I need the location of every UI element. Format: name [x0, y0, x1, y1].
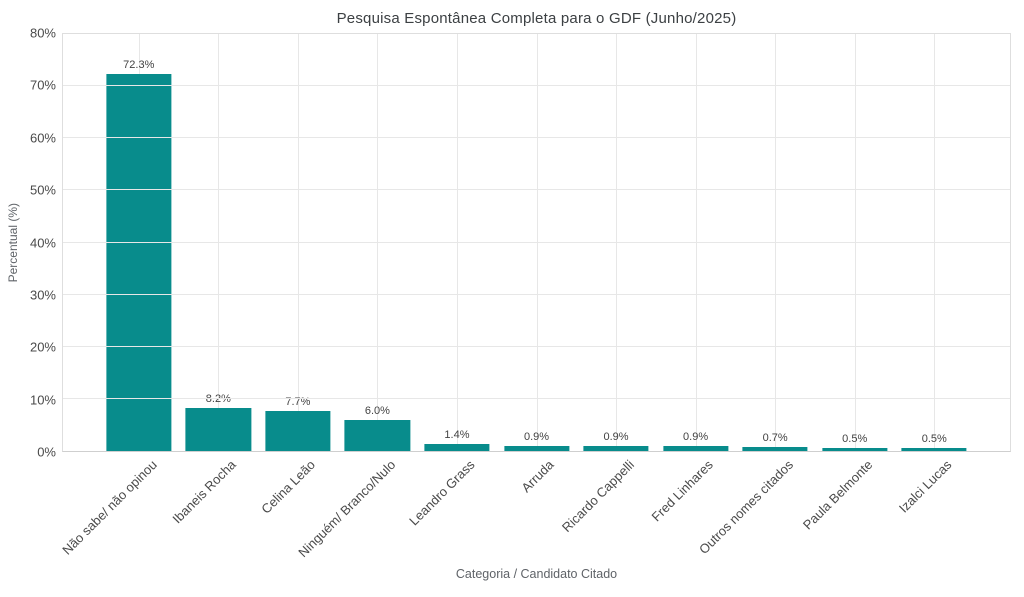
x-tick-label: Ibaneis Rocha: [169, 457, 239, 527]
bar: [265, 410, 331, 451]
bar: [742, 447, 808, 451]
gridline-vertical: [616, 34, 618, 451]
bar: [662, 446, 729, 451]
x-axis-title: Categoria / Candidato Citado: [455, 567, 618, 581]
bar-value-label: 0.9%: [523, 431, 550, 444]
gridline-vertical: [536, 34, 538, 451]
y-tick-label: 20%: [29, 339, 56, 355]
bar: [185, 408, 251, 451]
x-tick-label: Fred Linhares: [648, 457, 717, 525]
bar: [583, 446, 649, 451]
category-slot: 0.7% Outros nomes citados: [696, 34, 815, 557]
bar: [424, 443, 490, 451]
gridline-vertical: [775, 34, 777, 451]
category-slot: 72.3% Não sabe/ não opinou: [59, 34, 179, 558]
category-slot: 1.4% Leandro Grass: [406, 34, 497, 528]
gridline-horizontal: [63, 189, 1010, 191]
bar: [901, 448, 967, 451]
gridline-horizontal: [63, 85, 1010, 87]
y-tick-label: 50%: [29, 182, 56, 198]
gridline-vertical: [934, 34, 936, 451]
x-tick-label: Paula Belmonte: [799, 457, 876, 533]
x-tick-label: Ricardo Cappelli: [558, 457, 637, 536]
category-slot: 6.0% Ninguém/ Branco/Nulo: [295, 34, 418, 560]
bar-value-label: 6.0%: [364, 404, 390, 417]
x-tick-label: Não sabe/ não opinou: [58, 457, 160, 558]
gridline-horizontal: [63, 345, 1010, 347]
bar: [503, 446, 570, 451]
y-tick-label: 40%: [29, 235, 56, 250]
category-slot: 0.9% Arruda: [497, 34, 577, 495]
x-tick-label: Leandro Grass: [406, 457, 478, 529]
bar: [344, 419, 411, 451]
gridline-horizontal: [63, 241, 1010, 243]
gridline-horizontal: [63, 397, 1010, 399]
gridline-vertical: [218, 34, 220, 451]
bar: [106, 74, 172, 451]
category-slot: 0.9% Fred Linhares: [649, 34, 736, 524]
plot-area: 72.3% Não sabe/ não opinou 8.2% Ibaneis Roc…: [59, 33, 1011, 560]
gridline-vertical: [297, 34, 299, 451]
bar-value-label: 1.4%: [444, 428, 470, 441]
gridline-vertical: [456, 34, 458, 451]
chart-title: Pesquisa Espontânea Completa para o GDF …: [336, 10, 737, 27]
category-slot: 7.7% Celina Leão: [258, 34, 338, 517]
bar-value-label: 0.9%: [603, 431, 629, 444]
bar: [822, 448, 888, 451]
category-slot: 0.9% Ricardo Cappelli: [559, 34, 656, 535]
gridline-horizontal: [63, 293, 1010, 295]
bar-value-label: 7.7%: [285, 395, 311, 408]
x-tick-label: Izalci Lucas: [896, 457, 955, 516]
bar-value-label: 0.7%: [762, 432, 788, 445]
bar-value-label: 0.5%: [842, 433, 868, 446]
y-tick-label: 10%: [29, 392, 56, 408]
category-slot: 0.5% Izalci Lucas: [894, 34, 974, 516]
y-tick-label: 0%: [37, 444, 56, 460]
category-slot: 0.5% Paula Belmonte: [800, 34, 895, 533]
gridline-vertical: [695, 34, 697, 451]
y-tick-label: 80%: [29, 25, 56, 41]
x-tick-label: Arruda: [518, 457, 558, 496]
y-tick-label: 30%: [29, 287, 56, 303]
bar-value-label: 0.5%: [921, 433, 947, 446]
gridline-vertical: [377, 34, 379, 451]
gridline-vertical: [854, 34, 856, 451]
bar-value-label: 0.9%: [683, 431, 709, 444]
category-slot: 8.2% Ibaneis Rocha: [170, 34, 259, 526]
gridline-horizontal: [63, 137, 1010, 139]
bar-slots: 72.3% Não sabe/ não opinou 8.2% Ibaneis Roc…: [59, 34, 1010, 560]
bar-value-label: 72.3%: [123, 59, 155, 72]
y-tick-label: 70%: [29, 77, 56, 93]
y-tick-label: 60%: [29, 130, 56, 146]
bar-value-label: 8.2%: [205, 393, 231, 406]
x-tick-label: Celina Leão: [258, 457, 319, 517]
